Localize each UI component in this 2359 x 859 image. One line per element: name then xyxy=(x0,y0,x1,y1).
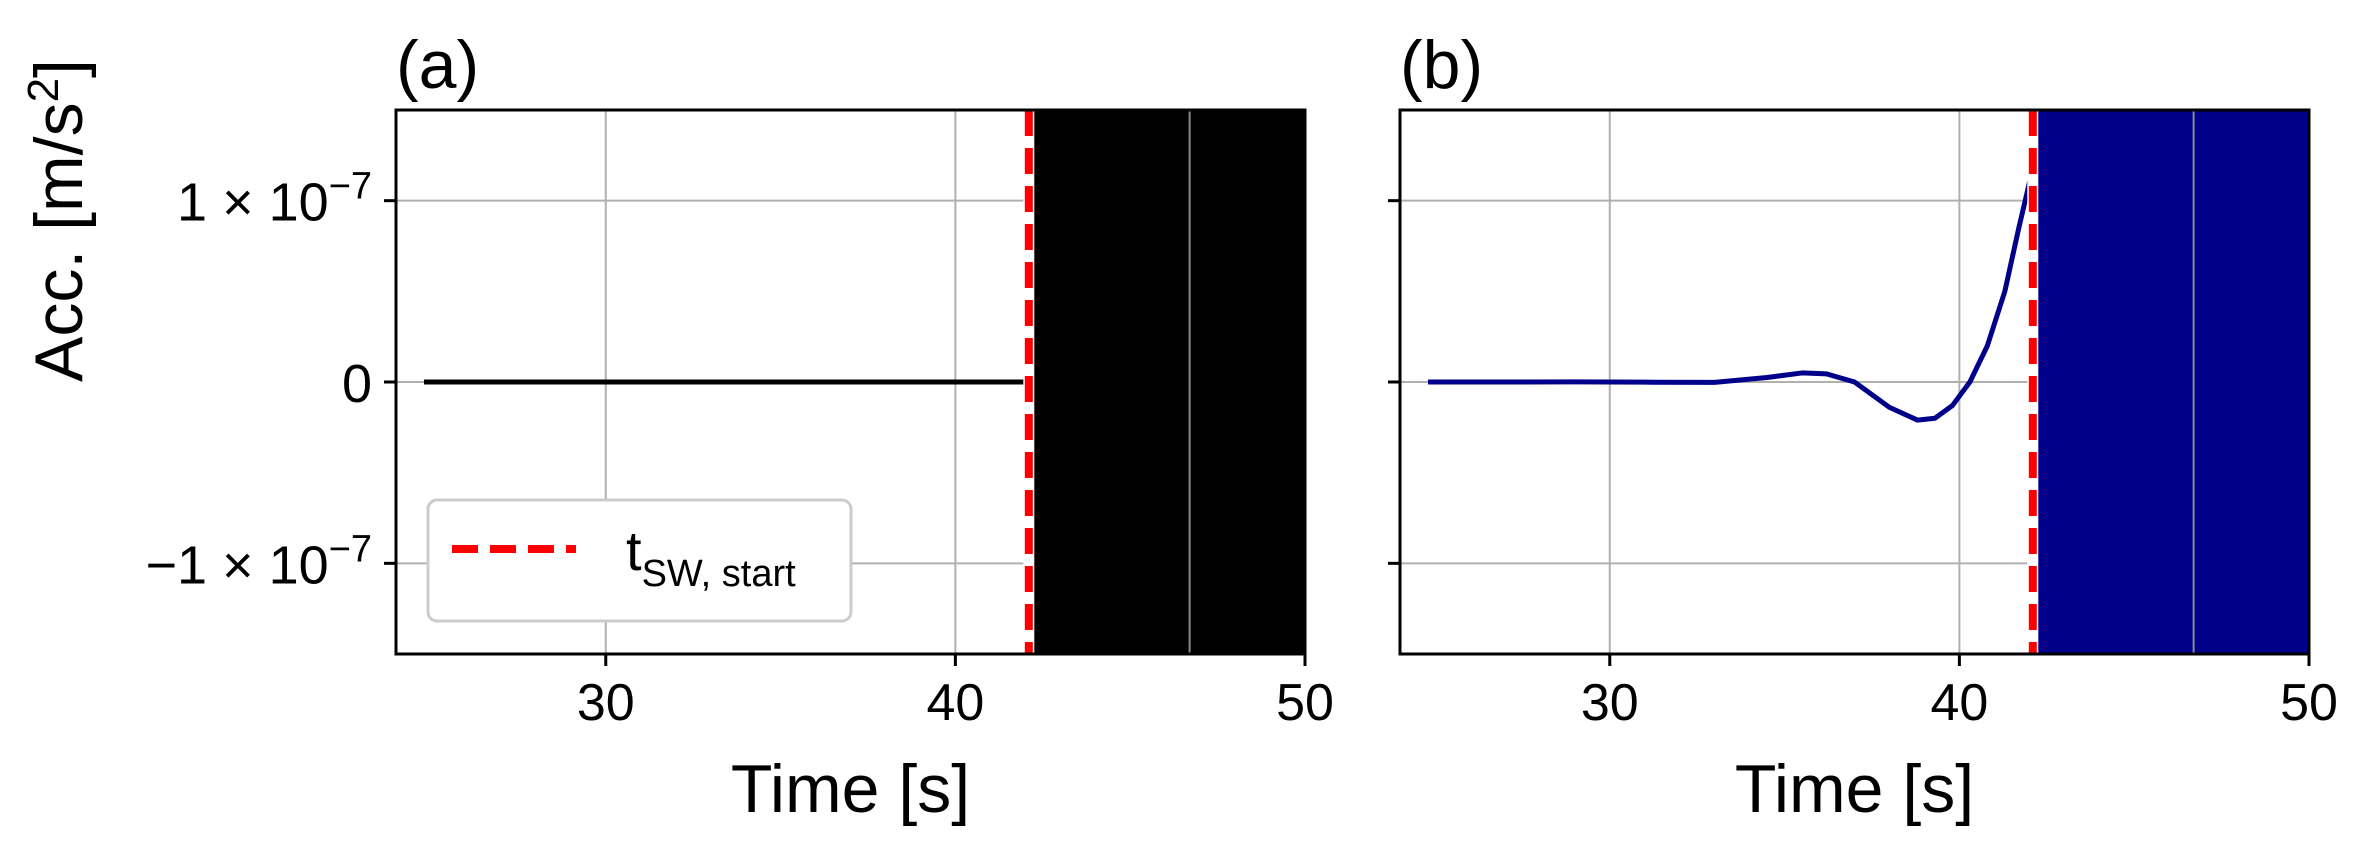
x-tick-label: 30 xyxy=(577,674,635,732)
legend-label: tSW, start xyxy=(626,519,796,595)
panel-a-x-axis-label: Time [s] xyxy=(731,751,970,827)
dense-signal-band xyxy=(1028,110,1305,654)
panel-b-series xyxy=(1427,167,2036,423)
x-tick-label: 30 xyxy=(1581,674,1639,732)
y-axis-label: Acc. [m/s2] xyxy=(19,59,97,382)
panel-b: 30 40 50 (b) Time [s] xyxy=(1388,27,2338,827)
x-tick-label: 50 xyxy=(2280,674,2338,732)
panel-b-dense-region xyxy=(2032,110,2309,654)
legend: tSW, start xyxy=(426,498,853,623)
x-tick-label: 40 xyxy=(926,674,984,732)
panel-a-x-ticks: 30 40 50 xyxy=(577,654,1334,732)
legend-box xyxy=(426,498,853,623)
y-tick-label: 0 xyxy=(342,354,372,414)
series-line xyxy=(1427,167,2036,423)
panel-b-x-axis-label: Time [s] xyxy=(1735,751,1974,827)
panel-a-y-ticks: 1 × 10−7 0 −1 × 10−7 xyxy=(145,166,396,595)
panel-b-label: (b) xyxy=(1400,27,1483,103)
x-tick-label: 40 xyxy=(1930,674,1988,732)
panel-a-label: (a) xyxy=(396,27,479,103)
panel-a: 30 40 50 1 × 10−7 0 −1 × 10−7 (a) Time [s] t… xyxy=(145,27,1333,827)
x-tick-label: 50 xyxy=(1276,674,1334,732)
dense-signal-band xyxy=(2032,110,2309,654)
panel-b-y-ticks xyxy=(1388,199,1400,565)
panel-a-dense-region xyxy=(1028,110,1305,654)
panel-b-x-ticks: 30 40 50 xyxy=(1581,654,2338,732)
y-tick-label: 1 × 10−7 xyxy=(177,166,372,233)
y-tick-label: −1 × 10−7 xyxy=(145,528,372,595)
